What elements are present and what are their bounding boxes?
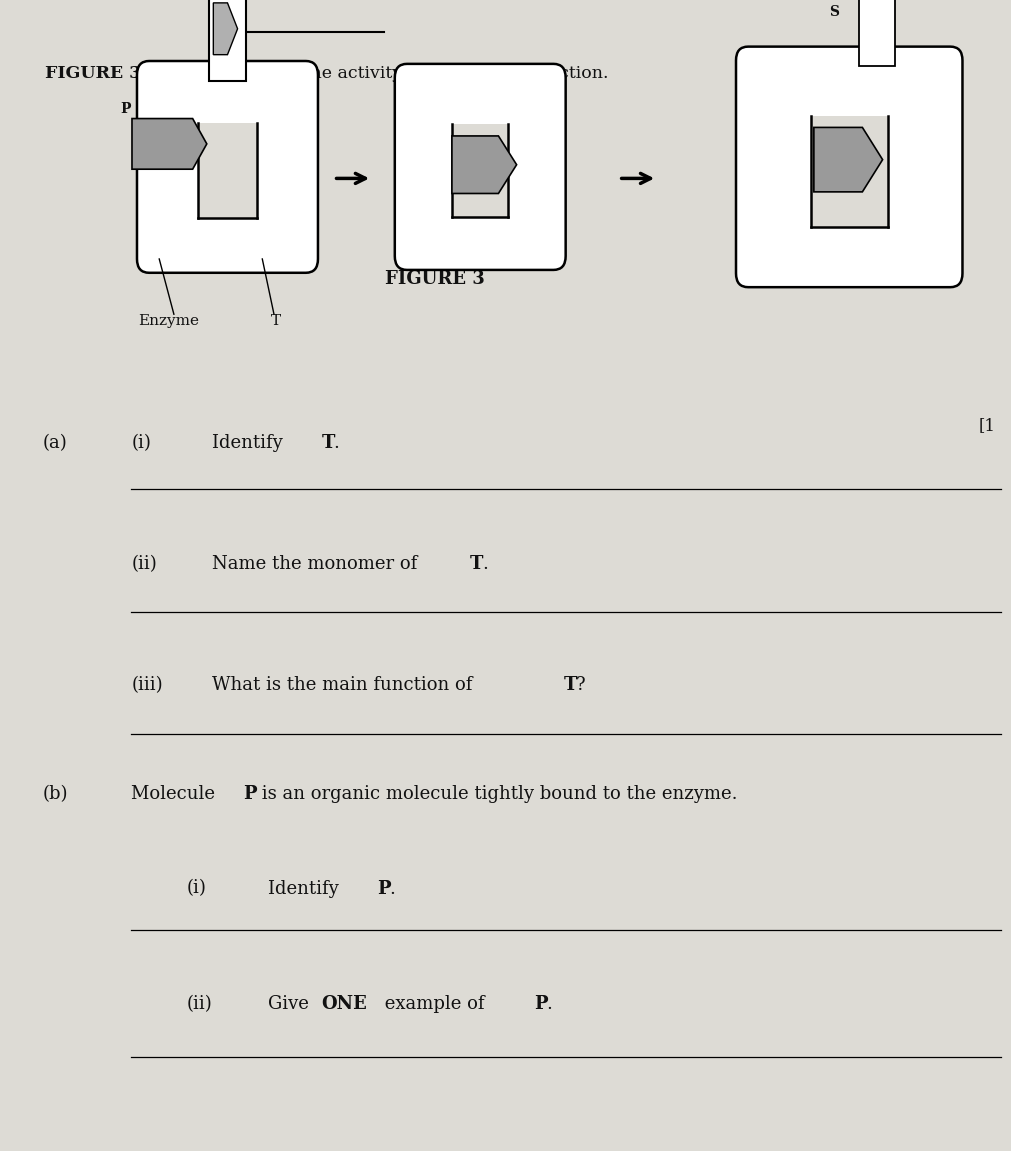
Text: Give: Give (268, 994, 314, 1013)
Text: .: . (334, 434, 340, 452)
Text: shows an enzyme activity in a chemical reaction.: shows an enzyme activity in a chemical r… (172, 66, 609, 82)
FancyBboxPatch shape (859, 0, 895, 66)
Text: What is the main function of: What is the main function of (212, 676, 478, 694)
Text: P: P (243, 785, 256, 803)
Text: ?: ? (576, 676, 586, 694)
Text: P: P (377, 879, 390, 898)
Polygon shape (213, 3, 238, 55)
Text: [1: [1 (979, 418, 996, 434)
Text: example of: example of (379, 994, 490, 1013)
Text: (iii): (iii) (131, 676, 163, 694)
FancyBboxPatch shape (136, 61, 317, 273)
Text: (i): (i) (131, 434, 152, 452)
FancyBboxPatch shape (209, 0, 246, 81)
Text: T: T (321, 434, 335, 452)
Text: Identify: Identify (212, 434, 289, 452)
Text: T: T (470, 555, 483, 573)
Text: .: . (482, 555, 488, 573)
Polygon shape (814, 128, 883, 192)
Text: Enzyme: Enzyme (139, 314, 199, 328)
Text: T: T (271, 314, 281, 328)
Text: (ii): (ii) (187, 994, 212, 1013)
FancyBboxPatch shape (811, 116, 888, 227)
Text: (b): (b) (42, 785, 68, 803)
FancyBboxPatch shape (736, 47, 962, 288)
FancyBboxPatch shape (394, 64, 565, 270)
Text: .: . (389, 879, 395, 898)
Text: T: T (564, 676, 577, 694)
Text: Identify: Identify (268, 879, 345, 898)
Text: Name the monomer of: Name the monomer of (212, 555, 424, 573)
Polygon shape (132, 119, 207, 169)
Text: P: P (120, 102, 130, 116)
Text: FIGURE 3: FIGURE 3 (385, 269, 484, 288)
Text: P: P (534, 994, 547, 1013)
Text: is an organic molecule tightly bound to the enzyme.: is an organic molecule tightly bound to … (256, 785, 737, 803)
Text: (ii): (ii) (131, 555, 157, 573)
Text: S: S (829, 6, 839, 20)
FancyBboxPatch shape (452, 124, 509, 216)
Text: (i): (i) (187, 879, 207, 898)
Text: (a): (a) (42, 434, 67, 452)
FancyBboxPatch shape (198, 123, 257, 219)
Text: FIGURE 3: FIGURE 3 (45, 66, 142, 82)
Polygon shape (452, 136, 517, 193)
Text: .: . (546, 994, 552, 1013)
Text: ONE: ONE (321, 994, 367, 1013)
Text: Molecule: Molecule (131, 785, 221, 803)
